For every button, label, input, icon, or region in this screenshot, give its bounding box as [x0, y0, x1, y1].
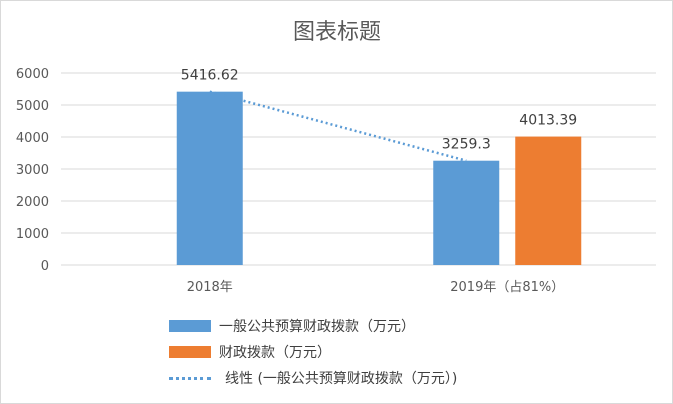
y-tick-label: 5000: [16, 99, 49, 114]
x-axis: 2018年 2019年（占81%）: [187, 280, 565, 295]
y-tick-label: 6000: [16, 67, 49, 82]
data-labels: 5416.62 3259.3 4013.39: [181, 68, 577, 153]
legend: 一般公共预算财政拨款（万元） 财政拨款（万元） 线性 (一般公共预算财政拨款（万…: [169, 313, 457, 391]
legend-label: 线性 (一般公共预算财政拨款（万元）): [225, 371, 458, 387]
bars: [176, 91, 582, 266]
y-axis: 0 1000 2000 3000 4000 5000 6000: [16, 67, 49, 274]
bar: [176, 91, 243, 266]
legend-label: 一般公共预算财政拨款（万元）: [219, 319, 415, 335]
legend-swatch-orange: [169, 346, 211, 358]
trendline: [209, 90, 467, 162]
bar-chart: 图表标题 0 1000 2000 3000 4000 5000 6000 5416.62 32…: [16, 20, 656, 295]
bar: [433, 160, 500, 265]
legend-swatch-blue: [169, 320, 211, 332]
data-label: 5416.62: [181, 68, 239, 84]
y-tick-label: 2000: [16, 195, 49, 210]
x-tick-label: 2019年（占81%）: [450, 280, 564, 295]
gridlines: [61, 72, 656, 266]
trendline-line: [209, 90, 467, 162]
legend-swatch-dotted-line: [169, 376, 211, 380]
y-tick-label: 3000: [16, 163, 49, 178]
legend-item-series-1: 一般公共预算财政拨款（万元）: [169, 313, 457, 339]
bar: [515, 136, 582, 265]
y-tick-label: 0: [41, 259, 49, 274]
y-tick-label: 4000: [16, 131, 49, 146]
legend-label: 财政拨款（万元）: [219, 345, 331, 361]
legend-item-trendline: 线性 (一般公共预算财政拨款（万元）): [169, 365, 457, 391]
data-label: 3259.3: [442, 137, 491, 153]
x-tick-label: 2018年: [187, 280, 233, 295]
chart-title: 图表标题: [293, 20, 381, 45]
legend-item-series-2: 财政拨款（万元）: [169, 339, 457, 365]
y-tick-label: 1000: [16, 227, 49, 242]
data-label: 4013.39: [519, 113, 577, 129]
